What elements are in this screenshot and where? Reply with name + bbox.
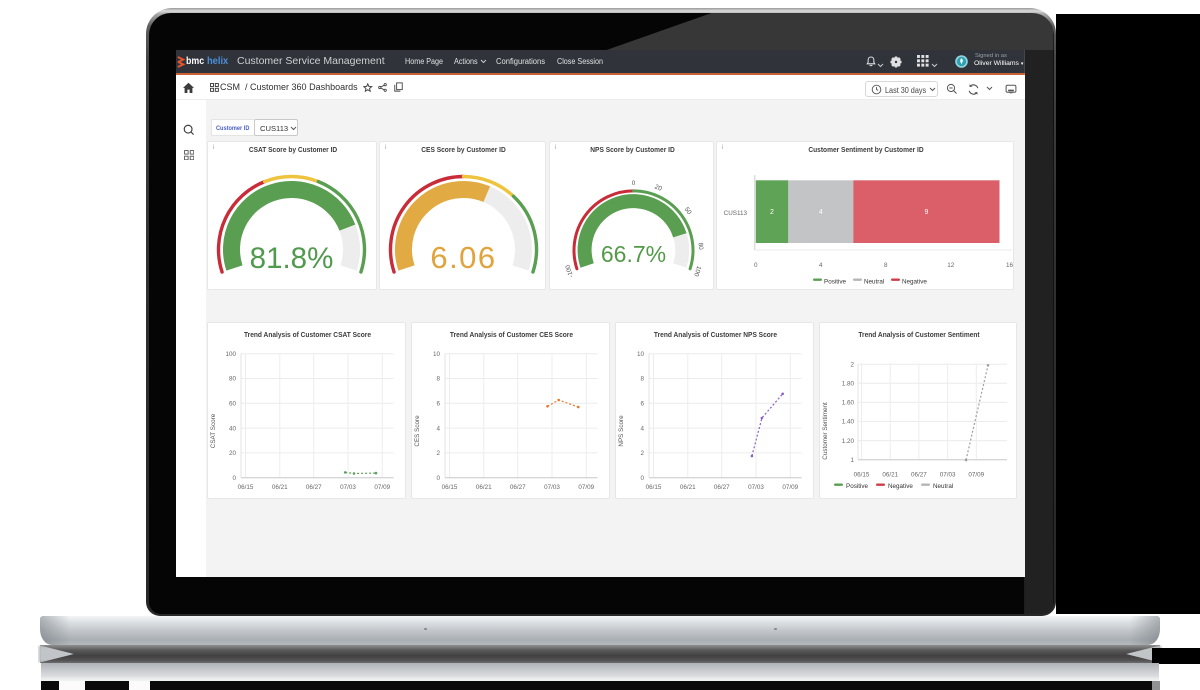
svg-text:07/09: 07/09 — [968, 472, 984, 479]
svg-text:60: 60 — [229, 401, 237, 408]
svg-text:06/15: 06/15 — [646, 484, 662, 491]
svg-text:Negative: Negative — [888, 483, 913, 490]
svg-text:07/03: 07/03 — [748, 484, 764, 491]
svg-text:06/15: 06/15 — [854, 472, 870, 479]
svg-text:4: 4 — [640, 425, 644, 432]
svg-text:07/03: 07/03 — [544, 484, 560, 491]
svg-text:2: 2 — [436, 450, 440, 457]
svg-text:100: 100 — [692, 265, 702, 278]
svg-text:-100: -100 — [564, 263, 575, 278]
svg-text:0: 0 — [232, 475, 236, 482]
svg-text:07/09: 07/09 — [578, 484, 594, 491]
svg-text:NPS Score: NPS Score — [618, 415, 625, 447]
svg-text:10: 10 — [433, 351, 441, 358]
svg-text:40: 40 — [229, 425, 237, 432]
svg-text:9: 9 — [924, 209, 928, 216]
svg-text:20: 20 — [654, 184, 664, 193]
svg-text:2: 2 — [640, 450, 644, 457]
svg-text:100: 100 — [225, 351, 236, 358]
svg-text:Positive: Positive — [846, 483, 869, 490]
svg-text:6.06: 6.06 — [430, 240, 496, 275]
svg-text:CUS113: CUS113 — [724, 210, 748, 217]
svg-text:80: 80 — [697, 242, 705, 250]
svg-text:Negative: Negative — [902, 279, 927, 286]
svg-text:0: 0 — [640, 475, 644, 482]
svg-text:8: 8 — [640, 376, 644, 383]
svg-text:CES Score: CES Score — [414, 415, 421, 447]
svg-text:07/09: 07/09 — [374, 484, 390, 491]
svg-text:Neutral: Neutral — [933, 483, 953, 490]
svg-text:12: 12 — [947, 262, 955, 269]
svg-text:1.20: 1.20 — [842, 438, 855, 445]
svg-text:06/27: 06/27 — [510, 484, 526, 491]
svg-text:06/15: 06/15 — [238, 484, 254, 491]
svg-text:06/21: 06/21 — [272, 484, 288, 491]
svg-text:0: 0 — [436, 475, 440, 482]
svg-text:07/03: 07/03 — [340, 484, 356, 491]
svg-text:8: 8 — [884, 262, 888, 269]
svg-text:1.40: 1.40 — [842, 419, 855, 426]
svg-text:1: 1 — [850, 457, 854, 464]
svg-text:0: 0 — [754, 262, 758, 269]
svg-text:06/21: 06/21 — [476, 484, 492, 491]
svg-text:1.80: 1.80 — [842, 381, 855, 388]
svg-text:50: 50 — [683, 206, 693, 216]
svg-text:06/27: 06/27 — [714, 484, 730, 491]
svg-text:0: 0 — [632, 180, 636, 187]
svg-text:20: 20 — [229, 450, 237, 457]
svg-text:4: 4 — [436, 425, 440, 432]
svg-text:6: 6 — [640, 401, 644, 408]
svg-text:06/27: 06/27 — [306, 484, 322, 491]
svg-text:80: 80 — [229, 376, 237, 383]
svg-text:6: 6 — [436, 401, 440, 408]
svg-text:10: 10 — [637, 351, 645, 358]
svg-text:66.7%: 66.7% — [601, 241, 666, 267]
svg-text:06/21: 06/21 — [680, 484, 696, 491]
svg-text:CSAT Score: CSAT Score — [210, 413, 217, 448]
svg-text:2: 2 — [770, 209, 774, 216]
svg-text:07/03: 07/03 — [940, 472, 956, 479]
svg-text:4: 4 — [819, 262, 823, 269]
svg-text:1.60: 1.60 — [842, 400, 855, 407]
svg-text:07/09: 07/09 — [782, 484, 798, 491]
svg-text:2: 2 — [850, 361, 854, 368]
svg-text:8: 8 — [436, 376, 440, 383]
svg-text:4: 4 — [819, 209, 823, 216]
svg-text:Positive: Positive — [824, 279, 847, 286]
svg-text:06/27: 06/27 — [911, 472, 927, 479]
svg-text:16: 16 — [1006, 262, 1014, 269]
svg-text:Neutral: Neutral — [864, 279, 884, 286]
svg-text:06/21: 06/21 — [882, 472, 898, 479]
svg-text:Customer Sentiment: Customer Sentiment — [822, 402, 829, 460]
svg-text:81.8%: 81.8% — [250, 242, 334, 275]
svg-text:06/15: 06/15 — [442, 484, 458, 491]
